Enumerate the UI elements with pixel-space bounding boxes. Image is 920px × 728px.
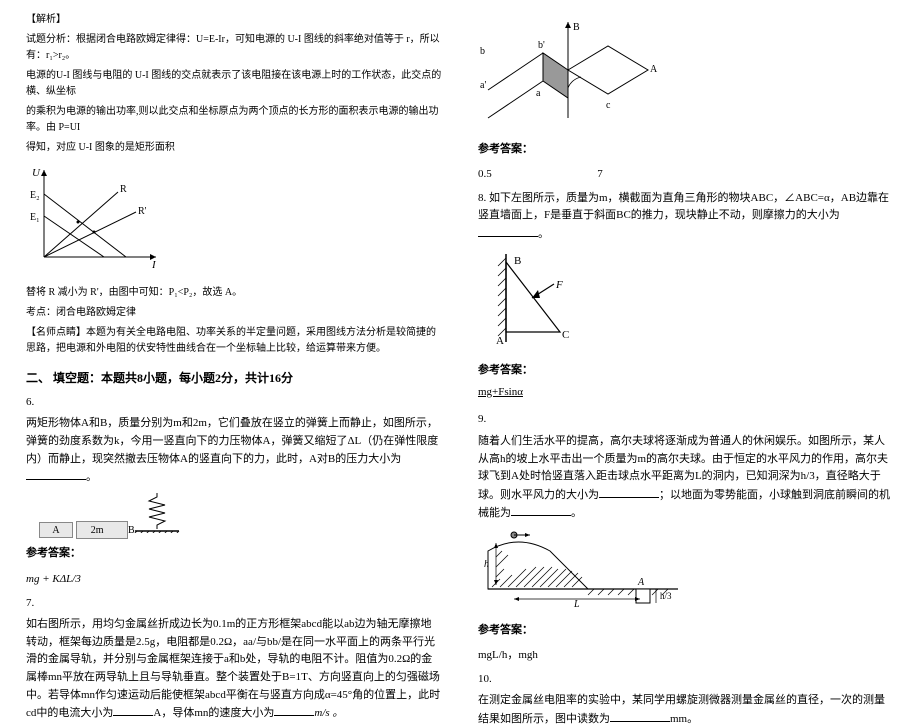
svg-text:B: B [514,255,521,267]
q9-suffix: 。 [571,507,582,519]
q8: 8. 如下左图所示，质量为m，横截面为直角三角形的物块ABC，∠ABC=α，AB… [478,190,894,244]
q9-blank-2 [511,504,571,516]
analysis-line-1: 试题分析：根据闭合电路欧姆定律得：U=E-Ir，可知电源的 U-I 图线的斜率绝… [26,32,442,64]
q10-unit: mm。 [670,713,698,725]
ans7-v2: 7 [597,168,603,180]
svg-text:F: F [555,279,563,291]
svg-text:A: A [496,335,504,347]
q7-blank-2 [274,704,314,716]
q9-figure: h L A h/3 [478,529,894,616]
analysis-line-4: 得知，对应 U-I 图象的是矩形面积 [26,140,442,156]
q8-figure: B F A C [478,250,894,357]
analysis-line-2: 电源的U-I 图线与电阻的 U-I 图线的交点就表示了该电阻接在该电源上时的工作… [26,68,442,100]
q10-num: 10. [478,671,894,689]
ui-graph: U I E₂ E₁ R R' [26,162,442,279]
q8-suffix: 。 [538,228,549,240]
svg-text:b': b' [538,40,545,51]
q10-text: 在测定金属丝电阻率的实验中，某同学用螺旋测微器测量金属丝的直径，一次的测量结果如… [478,692,894,728]
q8-num: 8. [478,192,489,204]
svg-text:b: b [480,46,485,57]
right-column: b a' a b' B c A 参考答案： 0.5 7 8. 如下左图所示，质量… [460,12,902,639]
q7-figure: b a' a b' B c A [478,18,894,135]
q8-text: 如下左图所示，质量为m，横截面为直角三角形的物块ABC，∠ABC=α，AB边靠在… [478,192,889,222]
q6-answer-label: 参考答案： [26,545,442,563]
q7-unit-1: A，导体mn的速度大小为 [153,707,274,719]
kaodian: 考点：闭合电路欧姆定律 [26,305,442,321]
q7-answer-label: 参考答案： [478,141,894,159]
kaodian-label: 考点： [26,307,56,318]
tip-label: 【名师点睛】 [26,327,86,338]
q7-answer: 0.5 7 [478,166,894,184]
left-column: 【解析】 试题分析：根据闭合电路欧姆定律得：U=E-Ir，可知电源的 U-I 图… [18,12,460,639]
q6-text: 两矩形物体A和B，质量分别为m和2m，它们叠放在竖立的弹簧上而静止，如图所示，弹… [26,415,442,486]
q9-answer: mgL/h，mgh [478,647,894,665]
section-2-title: 二、 填空题：本题共8小题，每小题2分，共计16分 [26,369,442,388]
q9-num: 9. [478,411,894,429]
q8-answer: mg+Fsinα [478,384,523,402]
svg-text:h/3: h/3 [660,591,672,601]
label-r: R [120,184,127,195]
analysis-line-3: 的乘积为电源的输出功率,则以此交点和坐标原点为两个顶点的长方形的面积表示电源的输… [26,104,442,136]
svg-text:a: a [536,88,541,99]
svg-text:L: L [573,599,580,609]
q9-answer-label: 参考答案： [478,622,894,640]
ans7-v1: 0.5 [478,168,492,180]
q7-body: 如右图所示，用均匀金属丝折成边长为0.1m的正方形框架abcd能以ab边为轴无摩… [26,618,440,719]
q6-figure: A 2m B [30,493,442,540]
q8-answer-label: 参考答案： [478,362,894,380]
q9-text: 随着人们生活水平的提高，高尔夫球将逐渐成为普通人的休闲娱乐。如图所示，某人从高h… [478,433,894,523]
svg-text:B: B [573,22,580,33]
tip-text: 本题为有关全电路电阻、功率关系的半定量问题，采用图线方法分析是较简捷的思路，把电… [26,327,436,354]
spring-icon [131,493,183,533]
label-rp: R' [138,206,147,217]
axis-i: I [151,259,157,271]
svg-text:A: A [650,64,658,75]
q6-answer: mg + KΔL/3 [26,571,442,589]
box-2m: 2m B [76,521,128,539]
q7-unit-2: m/s 。 [314,707,343,719]
q6-num: 6. [26,394,442,412]
q6-suffix: 。 [86,471,97,483]
axis-u: U [32,167,41,179]
q8-blank [478,225,538,237]
svg-text:h: h [484,559,489,570]
q6-body: 两矩形物体A和B，质量分别为m和2m，它们叠放在竖立的弹簧上而静止，如图所示，弹… [26,417,438,464]
q6-blank [26,468,86,480]
tip: 【名师点睛】本题为有关全电路电阻、功率关系的半定量问题，采用图线方法分析是较简捷… [26,325,442,357]
box-a: A [39,522,73,538]
label-e1: E₁ [30,212,40,223]
svg-text:A: A [637,577,645,588]
q9-blank-1 [599,486,659,498]
label-e2: E₂ [30,190,40,201]
q7-text: 如右图所示，用均匀金属丝折成边长为0.1m的正方形框架abcd能以ab边为轴无摩… [26,616,442,723]
q7-num: 7. [26,595,442,613]
q10-blank [610,710,670,722]
q7-blank-1 [113,704,153,716]
analysis-conclusion: 替将 R 减小为 R'，由图中可知：P₁<P₂，故选 A。 [26,285,442,301]
analysis-label: 【解析】 [26,12,442,28]
svg-text:c: c [606,100,611,111]
kaodian-value: 闭合电路欧姆定律 [56,307,136,318]
svg-text:a': a' [480,80,486,91]
svg-text:C: C [562,329,569,341]
